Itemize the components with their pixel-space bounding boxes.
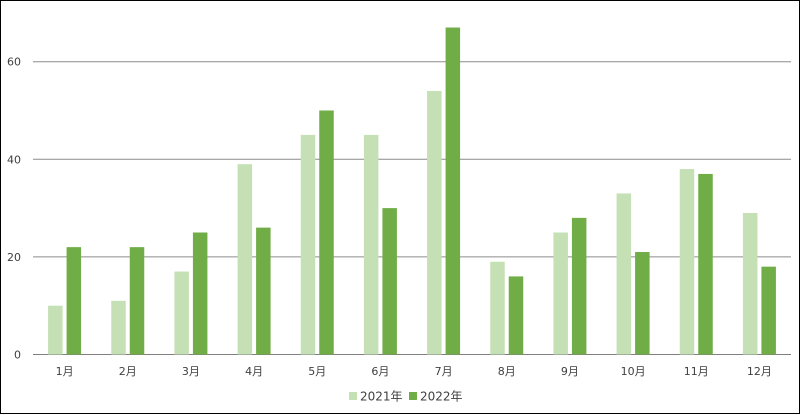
legend-label: 2022年: [420, 390, 463, 404]
bar-2022: [192, 232, 208, 355]
x-tick-label: 11月: [684, 365, 709, 378]
x-tick-label: 7月: [435, 365, 453, 378]
legend-swatch: [409, 392, 417, 400]
bar-2022: [508, 276, 524, 355]
bar-2022: [698, 173, 713, 355]
y-axis-ticks: 0 20 40 60: [7, 56, 21, 362]
x-tick-label: 10月: [621, 365, 646, 378]
bars: [48, 27, 776, 355]
x-tick-label: 2月: [119, 365, 137, 378]
legend-label: 2021年: [360, 390, 403, 404]
bar-2022: [445, 27, 461, 355]
bar-2022: [635, 252, 650, 355]
x-tick-label: 1月: [56, 365, 74, 378]
bar-2021: [679, 169, 695, 355]
y-tick-label: 0: [14, 349, 21, 362]
bar-2022: [571, 217, 587, 355]
x-tick-label: 4月: [245, 365, 263, 378]
bar-2021: [427, 90, 442, 355]
bar-2022: [761, 266, 776, 355]
bar-2021: [111, 300, 126, 355]
bar-2021: [553, 232, 568, 355]
bar-2021: [48, 305, 63, 355]
bar-2021: [363, 134, 379, 355]
bar-2021: [300, 134, 316, 355]
x-tick-label: 12月: [747, 365, 772, 378]
bar-2022: [319, 110, 334, 355]
gridlines: [33, 61, 791, 355]
bar-2021: [616, 193, 632, 355]
bar-2022: [129, 247, 145, 355]
x-tick-label: 3月: [182, 365, 200, 378]
x-tick-label: 9月: [561, 365, 579, 378]
y-tick-label: 60: [7, 56, 21, 69]
x-axis-ticks: 1月 2月 3月 4月 5月 6月 7月 8月 9月 10月 11月 12月: [56, 365, 772, 378]
x-tick-label: 5月: [308, 365, 326, 378]
bar-2021: [490, 261, 505, 355]
bar-2021: [237, 164, 253, 355]
bar-2021: [174, 271, 189, 355]
y-tick-label: 20: [7, 251, 21, 264]
x-tick-label: 8月: [498, 365, 516, 378]
x-tick-label: 6月: [371, 365, 389, 378]
bar-2022: [382, 208, 397, 355]
bar-2021: [742, 212, 758, 355]
bar-2022: [256, 227, 271, 355]
legend: 2021年 2022年: [349, 390, 463, 404]
bar-2022: [66, 247, 82, 355]
y-tick-label: 40: [7, 153, 21, 166]
legend-swatch: [349, 392, 357, 400]
